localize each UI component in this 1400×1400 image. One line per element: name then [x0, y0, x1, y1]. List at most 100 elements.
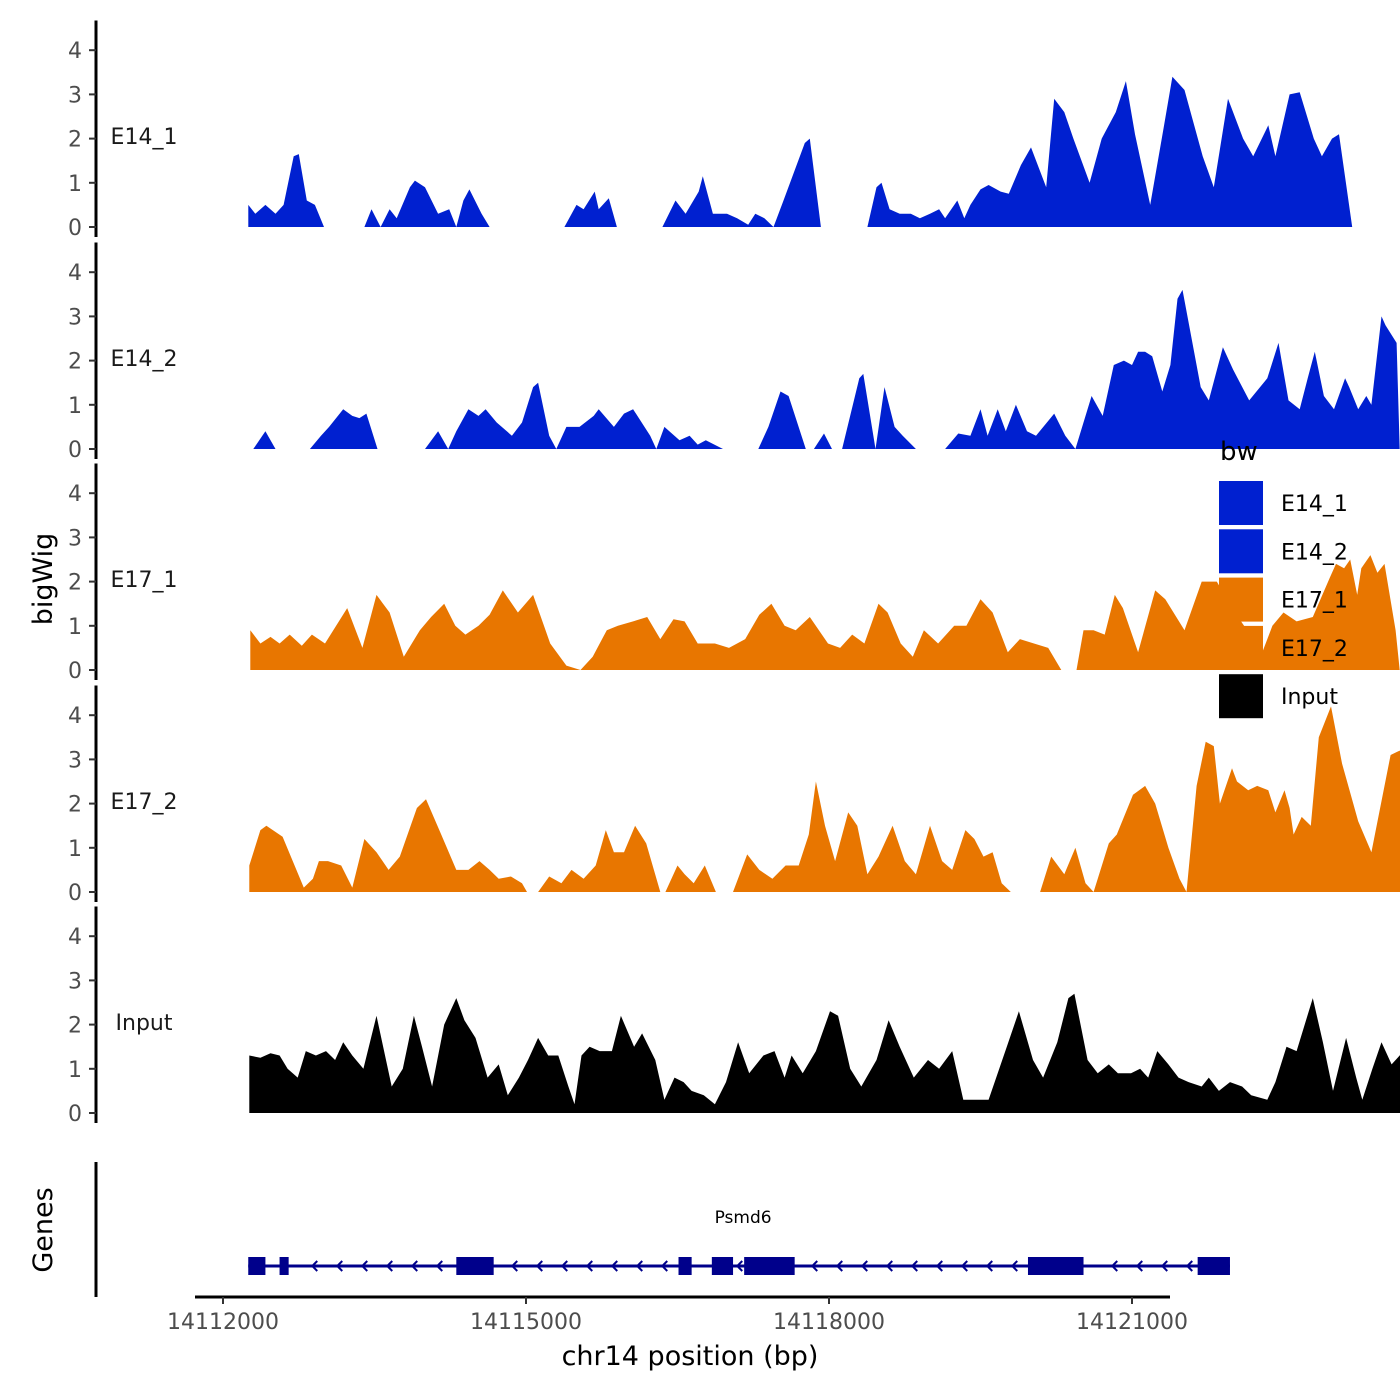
area-E17_1-segment-0 — [250, 590, 1062, 670]
y-tick-label-E17_2-1: 1 — [68, 837, 82, 862]
gene-strand-arrow — [1135, 1260, 1143, 1272]
track-E17_2: 0 1 2 3 4 E17_2 — [68, 685, 1400, 906]
track-label-E14_2: E14_2 — [111, 347, 178, 372]
area-E14_2-segment-2 — [425, 382, 557, 449]
y-tick-label-E17_1-4: 4 — [68, 482, 82, 507]
legend-title: bw — [1220, 437, 1258, 467]
gene-strand-arrow — [1010, 1260, 1018, 1272]
legend-key-Input — [1219, 674, 1263, 719]
area-E14_2-segment-4 — [656, 426, 723, 449]
gene-strand-arrow — [1160, 1260, 1168, 1272]
area-E17_2-segment-2 — [665, 865, 723, 892]
x-tick-label-14112000: 14112000 — [167, 1310, 279, 1335]
y-tick-label-E14_1-1: 1 — [68, 172, 82, 197]
gene-exon-0 — [248, 1257, 266, 1275]
track-label-E14_1: E14_1 — [111, 125, 178, 150]
area-E17_2-segment-1 — [538, 825, 666, 892]
legend-key-E17_2 — [1219, 625, 1263, 670]
gene-strand-arrow — [660, 1260, 668, 1272]
gene-strand-arrow — [810, 1260, 818, 1272]
track-E17_1: 0 1 2 3 4 E17_1 — [68, 463, 1400, 684]
area-E17_2-segment-4 — [1040, 847, 1094, 892]
y-tick-label-E17_1-0: 0 — [68, 659, 82, 684]
area-E14_2-segment-5 — [758, 391, 832, 449]
area-E17_2-segment-5 — [1093, 785, 1187, 892]
x-tick-label-14115000: 14115000 — [470, 1310, 582, 1335]
area-E17_1-segment-1 — [1076, 555, 1400, 670]
y-tick-label-E14_2-3: 3 — [68, 305, 82, 330]
track-Input: 0 1 2 3 4 Input — [68, 906, 1400, 1127]
area-E14_1-segment-3 — [662, 138, 829, 227]
legend-label-E17_2: E17_2 — [1281, 637, 1348, 662]
y-tick-label-Input-2: 2 — [68, 1014, 82, 1039]
genes-axis-title: Genes — [28, 1187, 59, 1272]
gene-exon-2 — [456, 1257, 494, 1275]
y-tick-label-Input-4: 4 — [68, 925, 82, 950]
gene-strand-arrow — [635, 1260, 643, 1272]
track-panels: 0 1 2 3 4 E14_1 0 1 2 3 4 E14_2 0 1 2 3 4 E17_1 0 1 2 3 4 E17_2… — [68, 20, 1400, 1127]
legend-label-E14_1: E14_1 — [1281, 492, 1348, 517]
area-E17_2-segment-6 — [1186, 706, 1400, 892]
track-E14_1: 0 1 2 3 4 E14_1 — [68, 20, 1353, 241]
area-E17_2-segment-3 — [733, 781, 1011, 892]
area-E14_2-segment-0 — [253, 431, 276, 449]
area-E14_1-segment-4 — [867, 76, 1353, 227]
gene-strand-arrow — [310, 1260, 318, 1272]
y-tick-label-E14_2-1: 1 — [68, 394, 82, 419]
gene-exon-7 — [1197, 1257, 1230, 1275]
gene-strand-arrow — [985, 1260, 993, 1272]
y-tick-label-E17_1-3: 3 — [68, 526, 82, 551]
gene-strand-arrow — [435, 1260, 443, 1272]
y-tick-label-E14_1-0: 0 — [68, 216, 82, 241]
gene-strand-arrow — [510, 1260, 518, 1272]
area-Input-segment-0 — [249, 993, 1400, 1113]
track-E14_2: 0 1 2 3 4 E14_2 — [68, 242, 1400, 463]
gene-strand-arrow — [960, 1260, 968, 1272]
gene-exon-6 — [1027, 1257, 1084, 1275]
gene-label-Psmd6: Psmd6 — [715, 1208, 772, 1228]
x-tick-label-14121000: 14121000 — [1076, 1310, 1188, 1335]
area-E14_2-segment-1 — [309, 409, 378, 449]
track-label-Input: Input — [116, 1011, 173, 1036]
legend-key-E17_1 — [1219, 577, 1263, 622]
gene-exon-1 — [279, 1257, 289, 1275]
y-tick-label-E17_2-4: 4 — [68, 704, 82, 729]
y-tick-label-Input-0: 0 — [68, 1102, 82, 1127]
area-E14_2-segment-7 — [945, 404, 1076, 449]
gene-strand-arrow — [335, 1260, 343, 1272]
gene-strand-arrow — [610, 1260, 618, 1272]
gene-strand-arrow — [735, 1260, 743, 1272]
y-tick-label-E17_2-2: 2 — [68, 793, 82, 818]
legend-key-E14_2 — [1219, 529, 1263, 574]
gene-strand-arrow — [535, 1260, 543, 1272]
y-tick-label-E14_1-2: 2 — [68, 128, 82, 153]
gene-strand-arrow — [585, 1260, 593, 1272]
y-axis-title: bigWig — [28, 533, 59, 626]
gene-strand-arrow — [1185, 1260, 1193, 1272]
gene-exon-5 — [744, 1257, 795, 1275]
gene-exon-3 — [678, 1257, 692, 1275]
y-tick-label-E17_2-3: 3 — [68, 748, 82, 773]
legend-label-Input: Input — [1281, 685, 1338, 710]
y-tick-label-Input-1: 1 — [68, 1058, 82, 1083]
track-label-E17_1: E17_1 — [111, 568, 178, 593]
y-tick-label-E17_2-0: 0 — [68, 881, 82, 906]
gene-strand-arrow — [935, 1260, 943, 1272]
gene-strand-arrow — [885, 1260, 893, 1272]
x-tick-label-14118000: 14118000 — [773, 1310, 885, 1335]
x-axis: 14112000 14115000 14118000 14121000 — [167, 1295, 1188, 1335]
gene-strand-arrow — [835, 1260, 843, 1272]
gene-panel: Psmd6 — [94, 1162, 1230, 1297]
gene-strand-arrow — [385, 1260, 393, 1272]
y-tick-label-Input-3: 3 — [68, 969, 82, 994]
legend-label-E14_2: E14_2 — [1281, 540, 1348, 565]
area-E14_1-segment-2 — [564, 191, 627, 227]
gene-strand-arrow — [1110, 1260, 1118, 1272]
area-E14_2-segment-8 — [1075, 289, 1400, 449]
y-tick-label-E17_1-1: 1 — [68, 615, 82, 640]
gene-strand-arrow — [910, 1260, 918, 1272]
y-tick-label-E14_2-2: 2 — [68, 350, 82, 375]
gene-strand-arrow — [560, 1260, 568, 1272]
y-tick-label-E14_1-4: 4 — [68, 39, 82, 64]
